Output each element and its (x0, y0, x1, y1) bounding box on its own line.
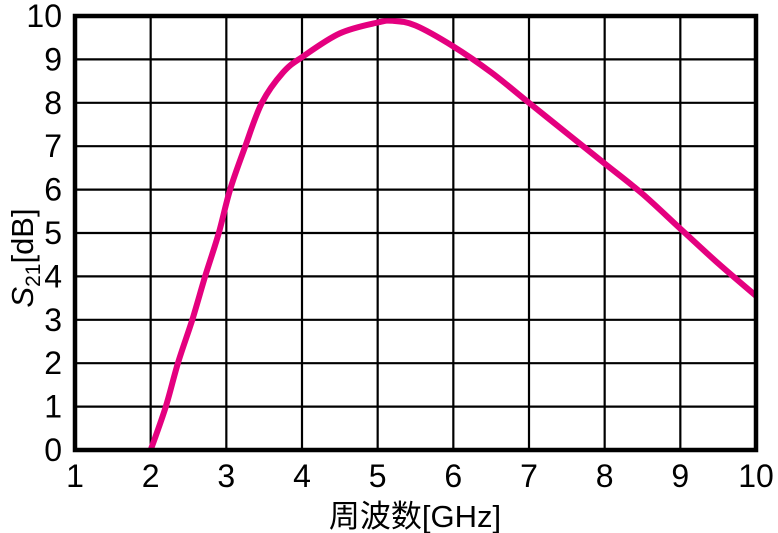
y-tick-label: 10 (26, 0, 62, 34)
x-tick-labels: 1 2 3 4 5 6 7 8 9 10 (66, 458, 774, 494)
x-tick-label: 7 (520, 458, 538, 494)
y-tick-label: 4 (44, 258, 62, 294)
y-axis-title: S21[dB] (5, 208, 45, 307)
y-title-unit: [dB] (5, 208, 40, 263)
x-tick-label: 6 (444, 458, 462, 494)
x-tick-label: 1 (66, 458, 84, 494)
x-tick-label: 10 (738, 458, 774, 494)
x-tick-label: 4 (293, 458, 311, 494)
x-tick-label: 9 (671, 458, 689, 494)
y-tick-labels: 0 1 2 3 4 5 6 7 8 9 10 (26, 0, 62, 468)
x-tick-label: 3 (217, 458, 235, 494)
y-title-symbol: S (5, 287, 40, 308)
y-tick-label: 6 (44, 172, 62, 208)
y-tick-label: 2 (44, 345, 62, 381)
y-tick-label: 9 (44, 41, 62, 77)
x-axis-title: 周波数[GHz] (329, 499, 501, 533)
plot-frame (72, 13, 759, 453)
x-tick-label: 5 (369, 458, 387, 494)
x-tick-label: 8 (596, 458, 614, 494)
grid-lines (73, 14, 758, 452)
y-tick-label: 5 (44, 215, 62, 251)
y-tick-label: 1 (44, 389, 62, 425)
y-tick-label: 3 (44, 302, 62, 338)
x-tick-label: 2 (142, 458, 160, 494)
y-tick-label: 8 (44, 85, 62, 121)
y-tick-label: 0 (44, 432, 62, 468)
y-title-subscript: 21 (22, 264, 45, 287)
s21-curve (147, 17, 758, 451)
y-tick-label: 7 (44, 128, 62, 164)
